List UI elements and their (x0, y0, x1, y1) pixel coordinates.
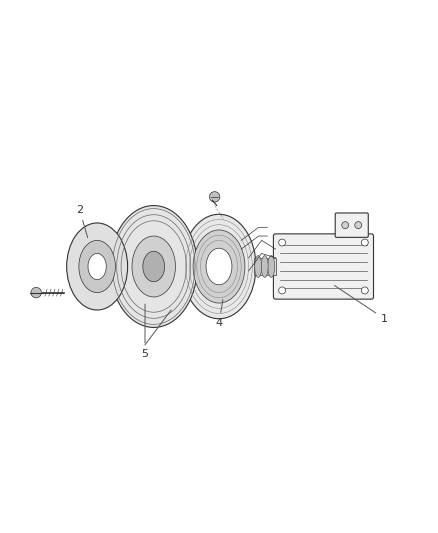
Circle shape (361, 239, 368, 246)
Circle shape (342, 222, 349, 229)
Bar (254, 258, 276, 275)
Ellipse shape (143, 251, 165, 282)
Circle shape (209, 192, 220, 202)
Text: 2: 2 (76, 205, 88, 238)
Ellipse shape (88, 254, 106, 279)
Ellipse shape (268, 256, 275, 277)
Ellipse shape (254, 256, 261, 277)
Ellipse shape (67, 223, 127, 310)
Text: 4: 4 (215, 300, 223, 328)
Circle shape (355, 222, 362, 229)
FancyBboxPatch shape (273, 234, 374, 299)
Text: 5: 5 (141, 304, 148, 359)
Circle shape (361, 287, 368, 294)
Circle shape (279, 239, 286, 246)
FancyBboxPatch shape (335, 213, 368, 237)
Circle shape (279, 287, 286, 294)
Ellipse shape (206, 248, 232, 285)
Ellipse shape (182, 214, 256, 319)
Ellipse shape (110, 206, 197, 327)
Text: 1: 1 (335, 286, 388, 324)
Ellipse shape (132, 236, 176, 297)
Ellipse shape (193, 230, 245, 303)
Ellipse shape (79, 240, 116, 293)
Ellipse shape (261, 256, 268, 277)
Circle shape (31, 287, 42, 298)
